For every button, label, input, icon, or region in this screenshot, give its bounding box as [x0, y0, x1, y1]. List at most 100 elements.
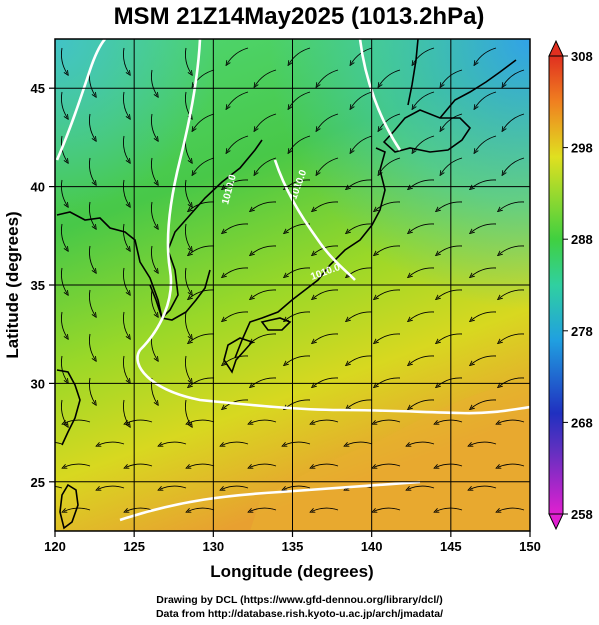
streamline	[317, 113, 339, 130]
streamline	[503, 113, 525, 130]
plot-area: 1010.0 1010.0 1010.0	[55, 39, 530, 531]
streamline	[313, 333, 339, 342]
streamline	[122, 135, 129, 161]
streamline	[408, 441, 435, 445]
streamline	[471, 267, 497, 276]
streamline	[193, 113, 215, 130]
wind-streamlines	[55, 47, 525, 511]
streamline	[60, 223, 67, 249]
streamline	[409, 311, 435, 320]
x-axis-label: Longitude (degrees)	[210, 562, 373, 581]
streamline	[285, 311, 311, 320]
coastline-sakhalin	[407, 39, 419, 106]
streamline	[409, 223, 435, 232]
streamline	[413, 91, 435, 108]
coastline-honshu	[234, 147, 386, 359]
streamline	[475, 91, 497, 108]
streamline	[88, 377, 95, 403]
streamline	[122, 267, 129, 293]
streamline	[189, 289, 215, 298]
streamline	[184, 311, 191, 337]
credit-drawing: Drawing by DCL (https://www.gfd-dennou.o…	[156, 594, 443, 606]
streamline	[227, 135, 249, 152]
streamline	[313, 289, 339, 298]
streamline	[498, 419, 525, 423]
y-tick-label: 30	[31, 376, 45, 391]
streamline	[160, 441, 187, 445]
streamline	[470, 485, 497, 489]
streamline	[88, 289, 95, 315]
x-tick-label: 120	[44, 539, 66, 554]
coastline-shikoku	[260, 317, 292, 331]
streamline	[250, 419, 277, 423]
streamline	[375, 333, 401, 342]
coastline-korea	[149, 269, 211, 321]
streamline	[189, 245, 215, 254]
streamline	[126, 463, 153, 467]
streamline	[122, 311, 129, 337]
streamline	[409, 355, 435, 364]
streamline	[471, 355, 497, 364]
streamline	[150, 201, 157, 227]
x-tick-label: 130	[202, 539, 224, 554]
streamline	[351, 135, 373, 152]
streamline	[312, 419, 339, 423]
streamline	[227, 47, 249, 64]
streamline	[251, 245, 277, 254]
streamline	[184, 47, 191, 73]
streamline	[379, 113, 401, 130]
streamline	[437, 333, 463, 342]
streamline	[251, 201, 277, 210]
streamline	[347, 223, 373, 232]
colorbar-tick-label: 288	[571, 232, 593, 247]
streamline	[374, 419, 401, 423]
isobar-1012-south	[119, 480, 421, 522]
streamline	[126, 507, 153, 511]
streamline	[379, 69, 401, 86]
x-tick-label: 145	[440, 539, 462, 554]
streamline	[312, 507, 339, 511]
coastline-china-south	[56, 369, 81, 446]
streamline	[475, 47, 497, 64]
streamline	[441, 69, 463, 86]
streamline	[60, 311, 67, 337]
streamline	[98, 485, 125, 489]
streamline	[223, 223, 249, 232]
streamline	[60, 355, 67, 381]
colorbar-tick-label: 258	[571, 507, 593, 522]
y-tick-label: 40	[31, 180, 45, 195]
streamline	[499, 289, 525, 298]
streamline	[317, 69, 339, 86]
coastline-taiwan	[59, 483, 79, 530]
streamline	[470, 441, 497, 445]
streamline	[227, 91, 249, 108]
streamline	[150, 289, 157, 315]
colorbar-tick-label: 278	[571, 324, 593, 339]
streamline	[317, 157, 339, 174]
streamline	[498, 507, 525, 511]
streamline	[122, 355, 129, 381]
streamline	[499, 377, 525, 386]
streamline	[347, 311, 373, 320]
streamline	[374, 463, 401, 467]
streamline	[499, 201, 525, 210]
credit-data-source: Data from http://database.rish.kyoto-u.a…	[155, 608, 444, 620]
streamline	[251, 377, 277, 386]
streamline	[60, 47, 67, 73]
streamline	[184, 223, 191, 249]
streamline	[250, 463, 277, 467]
x-tick-label: 150	[519, 539, 541, 554]
colorbar-max-triangle	[548, 39, 564, 57]
streamline	[251, 289, 277, 298]
map-title: MSM 21Z14May2025 (1013.2hPa)	[114, 3, 485, 30]
streamline	[441, 113, 463, 130]
streamline	[55, 441, 63, 445]
streamline	[313, 201, 339, 210]
streamline	[346, 441, 373, 445]
streamline	[312, 463, 339, 467]
streamline	[184, 267, 191, 293]
y-tick-label: 45	[31, 81, 45, 96]
streamline	[188, 463, 215, 467]
streamline	[375, 201, 401, 210]
